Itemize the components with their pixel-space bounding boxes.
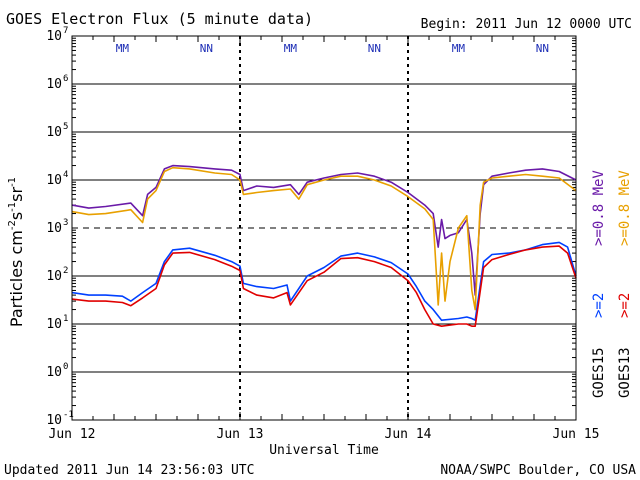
ylabel-sup2: -1 (7, 202, 18, 212)
x-axis-label: Universal Time (269, 443, 379, 458)
y-tick-exponent: 6 (63, 74, 68, 84)
y-tick-base: 10 (46, 77, 62, 92)
legend-goes15-ge08: >=0.8 MeV (591, 170, 607, 246)
svg-text:Particles cm-2s-1sr-1: Particles cm-2s-1sr-1 (7, 177, 26, 327)
y-tick-base: 10 (46, 221, 62, 236)
legend-goes13: GOES13 (617, 347, 633, 398)
y-tick-base: 10 (46, 413, 62, 428)
y-tick-base: 10 (46, 173, 62, 188)
y-tick-label: 10 (46, 413, 62, 428)
y-tick-base: 10 (46, 29, 62, 44)
x-tick-label: Jun 12 (49, 427, 96, 442)
updated-timestamp: Updated 2011 Jun 14 23:56:03 UTC (4, 463, 254, 478)
marker-mm: MM (116, 42, 130, 55)
y-tick-label: 10 (46, 365, 62, 380)
y-tick-exponent: 5 (63, 122, 68, 132)
marker-nn: NN (368, 42, 381, 55)
y-tick-exponent: 2 (63, 266, 68, 276)
y-tick-label: 10 (46, 269, 62, 284)
y-axis-label: Particles cm-2s-1sr-1 (7, 177, 26, 327)
y-tick-exponent: 4 (63, 170, 68, 180)
series-goes13-2-mev (71, 245, 577, 328)
y-tick-exponent: 1 (63, 314, 68, 324)
legend-goes13-ge2: >=2 (617, 293, 633, 318)
x-tick-label: Jun 13 (217, 427, 264, 442)
begin-label: Begin: 2011 Jun 12 0000 UTC (421, 17, 632, 32)
y-tick-exponent: 0 (63, 362, 68, 372)
credit-line: NOAA/SWPC Boulder, CO USA (440, 463, 636, 478)
local-time-markers: MM NN MM NN MM NN (116, 42, 549, 55)
chart-title: GOES Electron Flux (5 minute data) (6, 10, 313, 28)
y-tick-label: 10 (46, 29, 62, 44)
ylabel-sup1: -2 (7, 220, 18, 230)
legend-goes15-ge2: >=2 (591, 293, 607, 318)
marker-mm: MM (452, 42, 466, 55)
marker-nn: NN (536, 42, 549, 55)
x-tick-labels: Jun 12 Jun 13 Jun 14 Jun 15 (49, 427, 600, 442)
ylabel-sup3: -1 (7, 177, 18, 187)
y-tick-exponent: 7 (63, 26, 68, 36)
legend: GOES15 >=2 >=0.8 MeV GOES13 >=2 >=0.8 Me… (591, 170, 633, 398)
y-tick-base: 10 (46, 365, 62, 380)
y-tick-base: 10 (46, 125, 62, 140)
y-tick-exponent: 3 (63, 218, 68, 228)
series-layer (71, 164, 577, 328)
series-goes15-2-mev (71, 241, 577, 322)
x-tick-label: Jun 14 (385, 427, 432, 442)
y-tick-exponent: -1 (63, 410, 74, 420)
x-tick-label: Jun 15 (553, 427, 600, 442)
y-tick-label: 10 (46, 173, 62, 188)
legend-goes13-ge08: >=0.8 MeV (617, 170, 633, 246)
y-tick-label: 10 (46, 77, 62, 92)
series-goes13-0-8-mev (71, 166, 577, 311)
marker-nn: NN (200, 42, 213, 55)
plot-frame (71, 35, 577, 421)
y-tick-label: 10 (46, 221, 62, 236)
marker-mm: MM (284, 42, 298, 55)
legend-col-outer: GOES15 >=2 >=0.8 MeV (591, 170, 607, 398)
y-tick-label: 10 (46, 317, 62, 332)
y-tick-base: 10 (46, 269, 62, 284)
y-tick-base: 10 (46, 317, 62, 332)
ylabel-mid1: s (7, 212, 26, 220)
ylabel-mid2: sr (7, 187, 26, 202)
y-tick-label: 10 (46, 125, 62, 140)
plot-grid (71, 36, 577, 420)
legend-col-inner: GOES13 >=2 >=0.8 MeV (617, 170, 633, 398)
legend-goes15: GOES15 (591, 347, 607, 398)
ylabel-main: Particles cm (7, 230, 26, 327)
